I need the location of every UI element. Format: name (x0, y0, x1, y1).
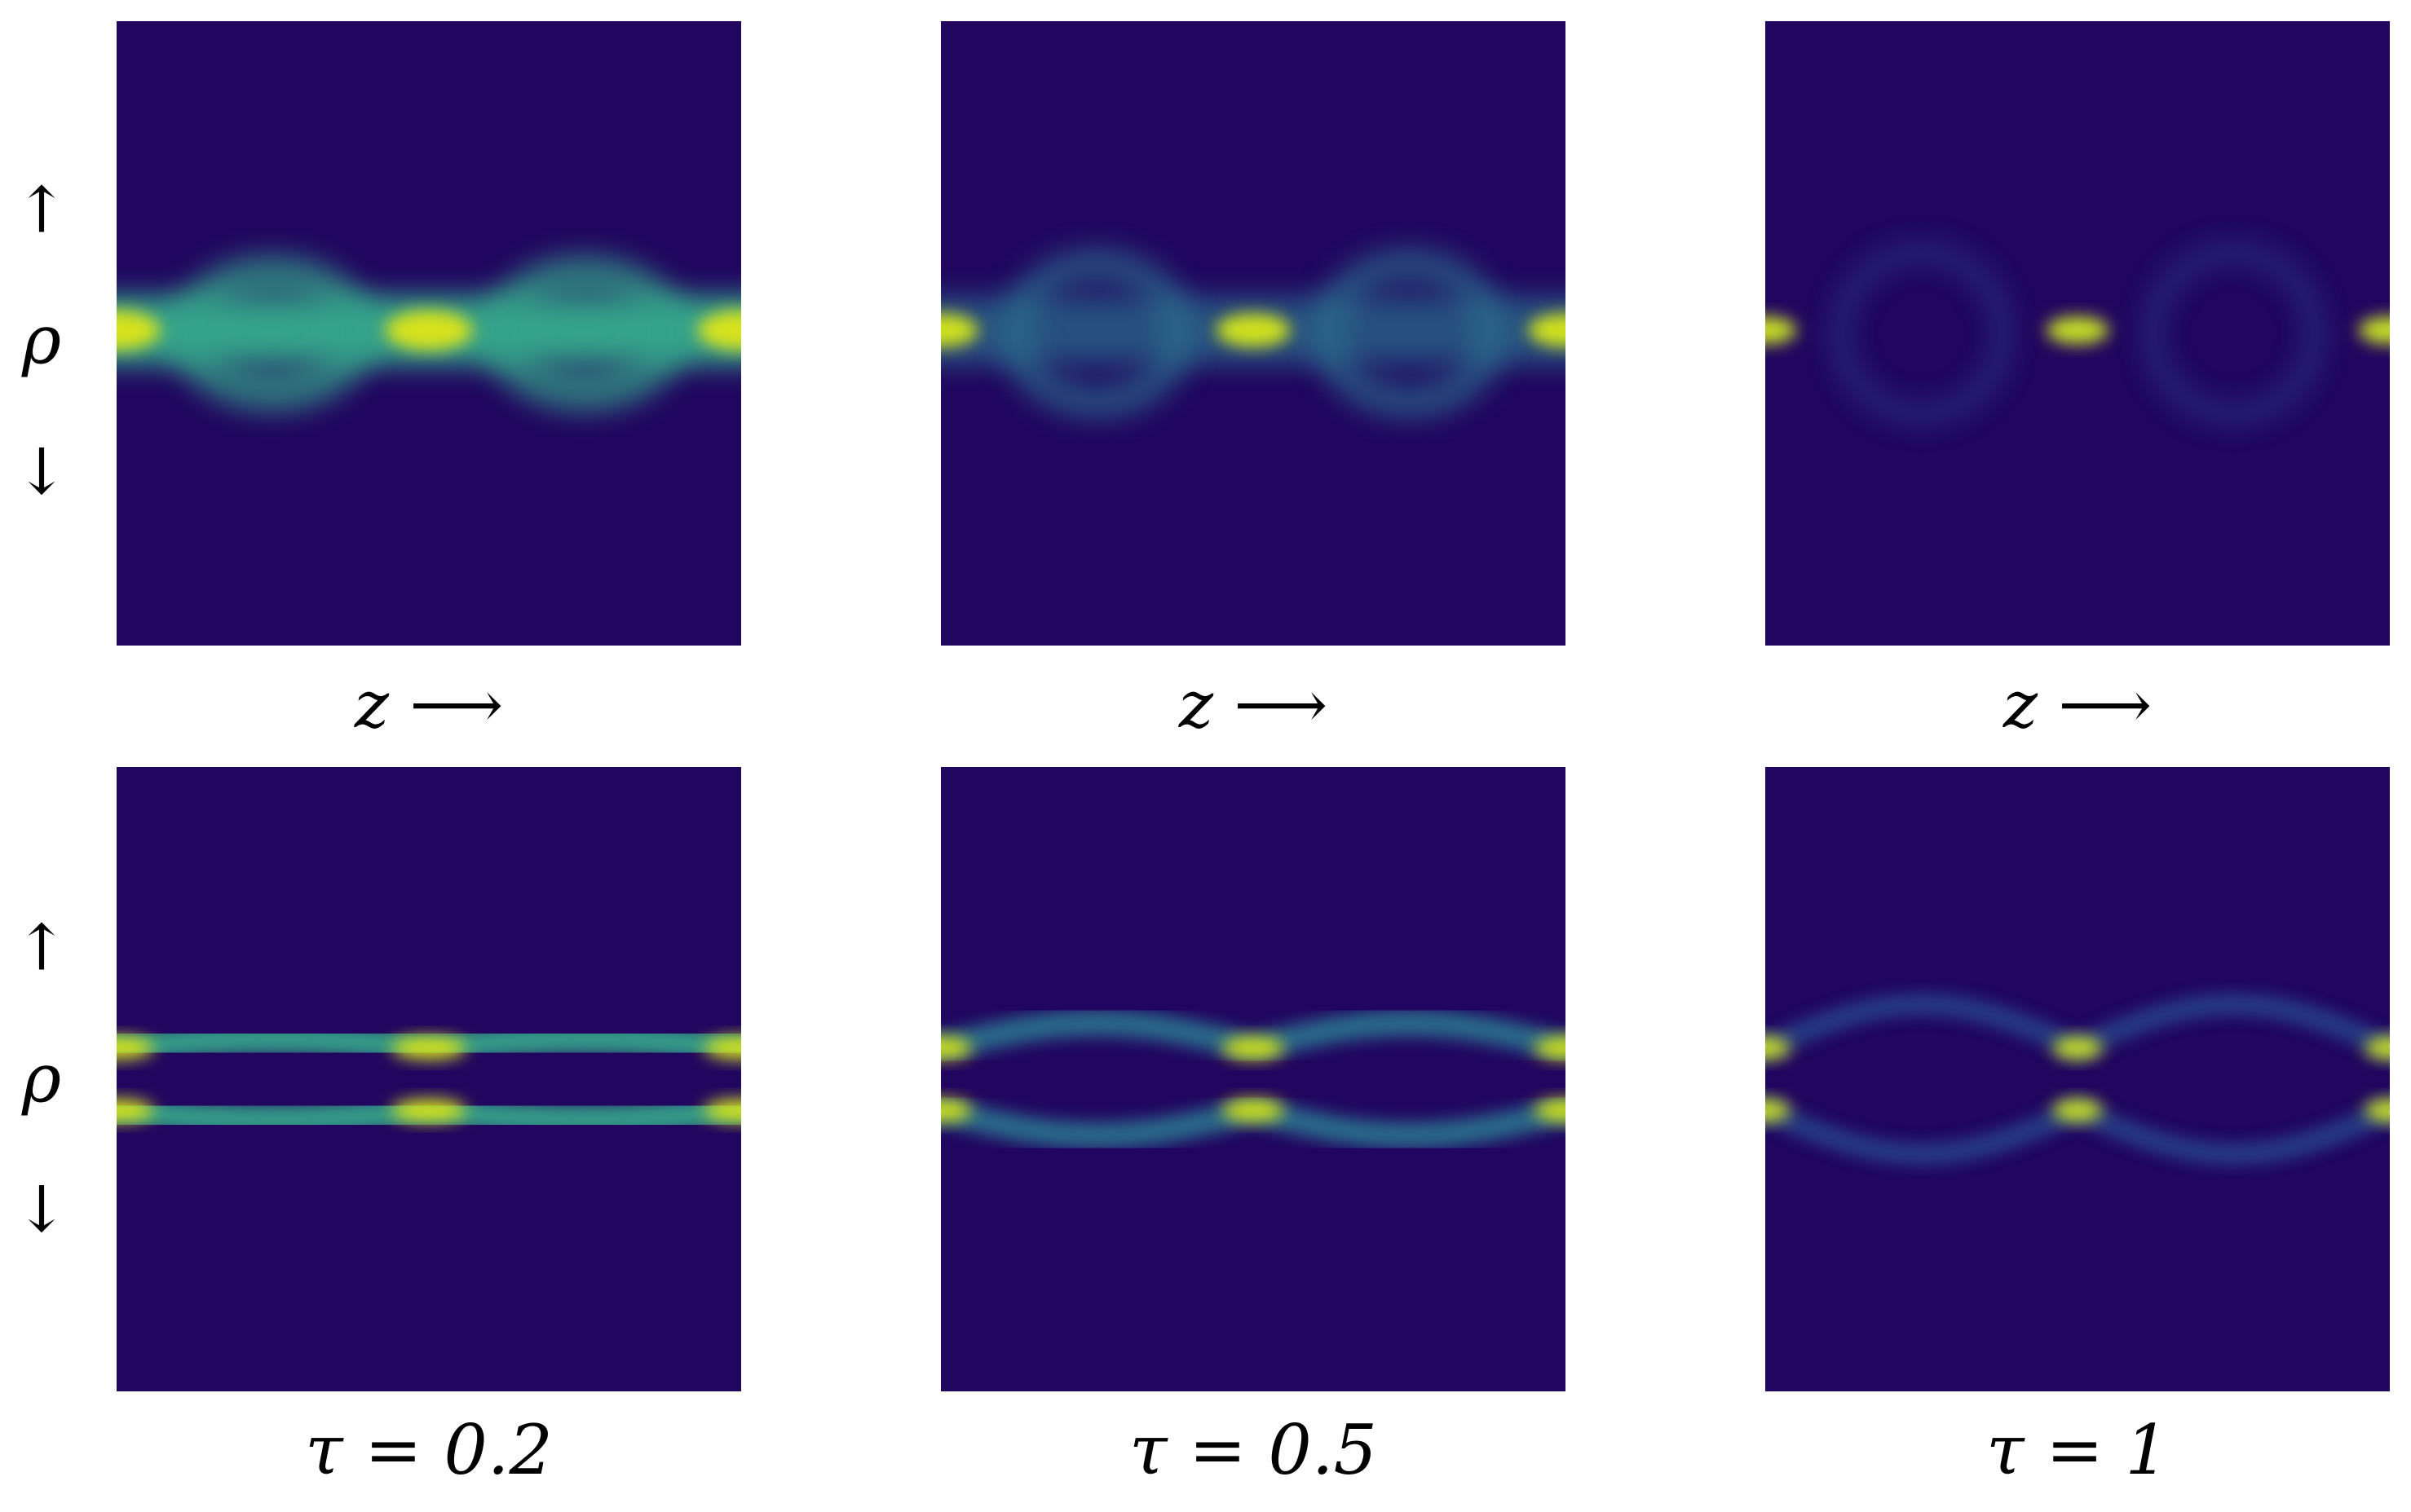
bright-spot (1221, 1036, 1285, 1060)
caption: τ = 0.5 (1129, 1410, 1377, 1490)
bright-spot (941, 1099, 973, 1122)
bright-spot (117, 1036, 154, 1060)
caption: τ = 0.2 (305, 1410, 553, 1490)
bright-spot (697, 310, 741, 350)
heatmap-panel (941, 21, 1565, 646)
bright-spot (1216, 313, 1291, 347)
bright-spot (2365, 1036, 2390, 1060)
bright-spot (941, 1036, 973, 1060)
ring (170, 255, 376, 412)
bright-spot (2358, 316, 2390, 345)
bright-spot (117, 1099, 154, 1122)
rho-label: ρ (21, 1041, 61, 1118)
rho-label: ρ (21, 302, 61, 380)
ring (482, 255, 688, 412)
caption: τ = 1 (1986, 1410, 2169, 1490)
up-arrow: ↑ (15, 174, 68, 248)
x-axis-label: z ⟶ (1178, 667, 1327, 743)
heatmap-panel (941, 767, 1565, 1391)
bright-spot (385, 310, 473, 350)
heatmap-panel (1765, 767, 2390, 1391)
down-arrow: ↓ (15, 1174, 68, 1247)
up-arrow: ↑ (15, 912, 68, 985)
bright-spot (1765, 1036, 1791, 1060)
bright-spot (391, 1036, 466, 1060)
bright-spot (941, 313, 978, 347)
heatmap-background (117, 767, 741, 1391)
bright-spot (2365, 1099, 2390, 1122)
down-arrow: ↓ (15, 436, 68, 509)
heatmap-panel (117, 767, 741, 1391)
bright-spot (1534, 1099, 1565, 1122)
bright-spot (2052, 1099, 2103, 1122)
bright-spot (704, 1099, 741, 1122)
bright-spot (1534, 1036, 1565, 1060)
bright-spot (1765, 1099, 1791, 1122)
bright-spot (1765, 316, 1797, 345)
heatmap-panel (1765, 21, 2390, 646)
x-axis-label: z ⟶ (354, 667, 503, 743)
bright-spot (704, 1036, 741, 1060)
heatmap-background (941, 767, 1565, 1391)
bright-spot (1528, 313, 1565, 347)
ring (2143, 242, 2325, 425)
ring (1830, 242, 2012, 425)
ring (1312, 249, 1507, 418)
bright-spot (1221, 1099, 1285, 1122)
ring (1000, 249, 1194, 418)
bright-spot (117, 310, 161, 350)
x-axis-label: z ⟶ (2003, 667, 2152, 743)
heatmap-background (1765, 767, 2390, 1391)
heatmap-panel (117, 21, 741, 646)
bright-spot (2052, 1036, 2103, 1060)
bright-spot (2046, 316, 2109, 345)
bright-spot (391, 1099, 466, 1122)
